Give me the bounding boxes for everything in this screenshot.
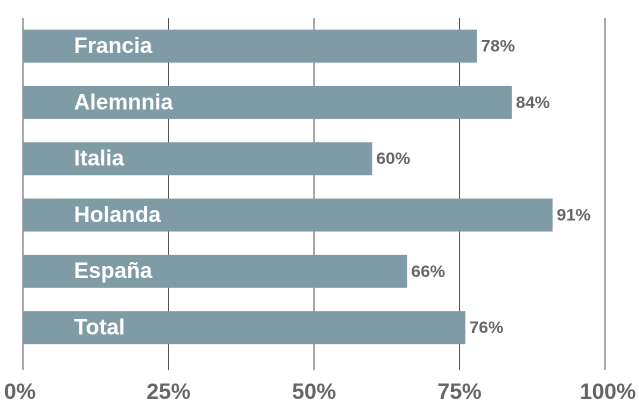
- bar-label: España: [74, 258, 153, 283]
- x-tick-label: 25%: [146, 379, 190, 404]
- bar-label: Holanda: [74, 202, 162, 227]
- data-label: 60%: [376, 149, 410, 168]
- data-label: 78%: [481, 37, 515, 56]
- x-tick-label: 50%: [292, 379, 336, 404]
- data-label: 91%: [557, 206, 591, 225]
- bar-label: Italia: [74, 146, 125, 171]
- data-label: 66%: [411, 262, 445, 281]
- bar: [23, 198, 553, 232]
- bar: [23, 254, 408, 288]
- data-label: 84%: [516, 93, 550, 112]
- x-tick-label: 0%: [4, 379, 36, 404]
- bar: [23, 311, 466, 345]
- bar: [23, 85, 512, 119]
- bar: [23, 142, 373, 176]
- bar-label: Francia: [74, 33, 153, 58]
- bar: [23, 29, 477, 63]
- data-label: 76%: [469, 318, 503, 337]
- bar-label: Total: [74, 314, 125, 339]
- x-tick-label: 100%: [580, 379, 636, 404]
- bar-label: Alemnnia: [74, 89, 174, 114]
- x-tick-label: 75%: [437, 379, 481, 404]
